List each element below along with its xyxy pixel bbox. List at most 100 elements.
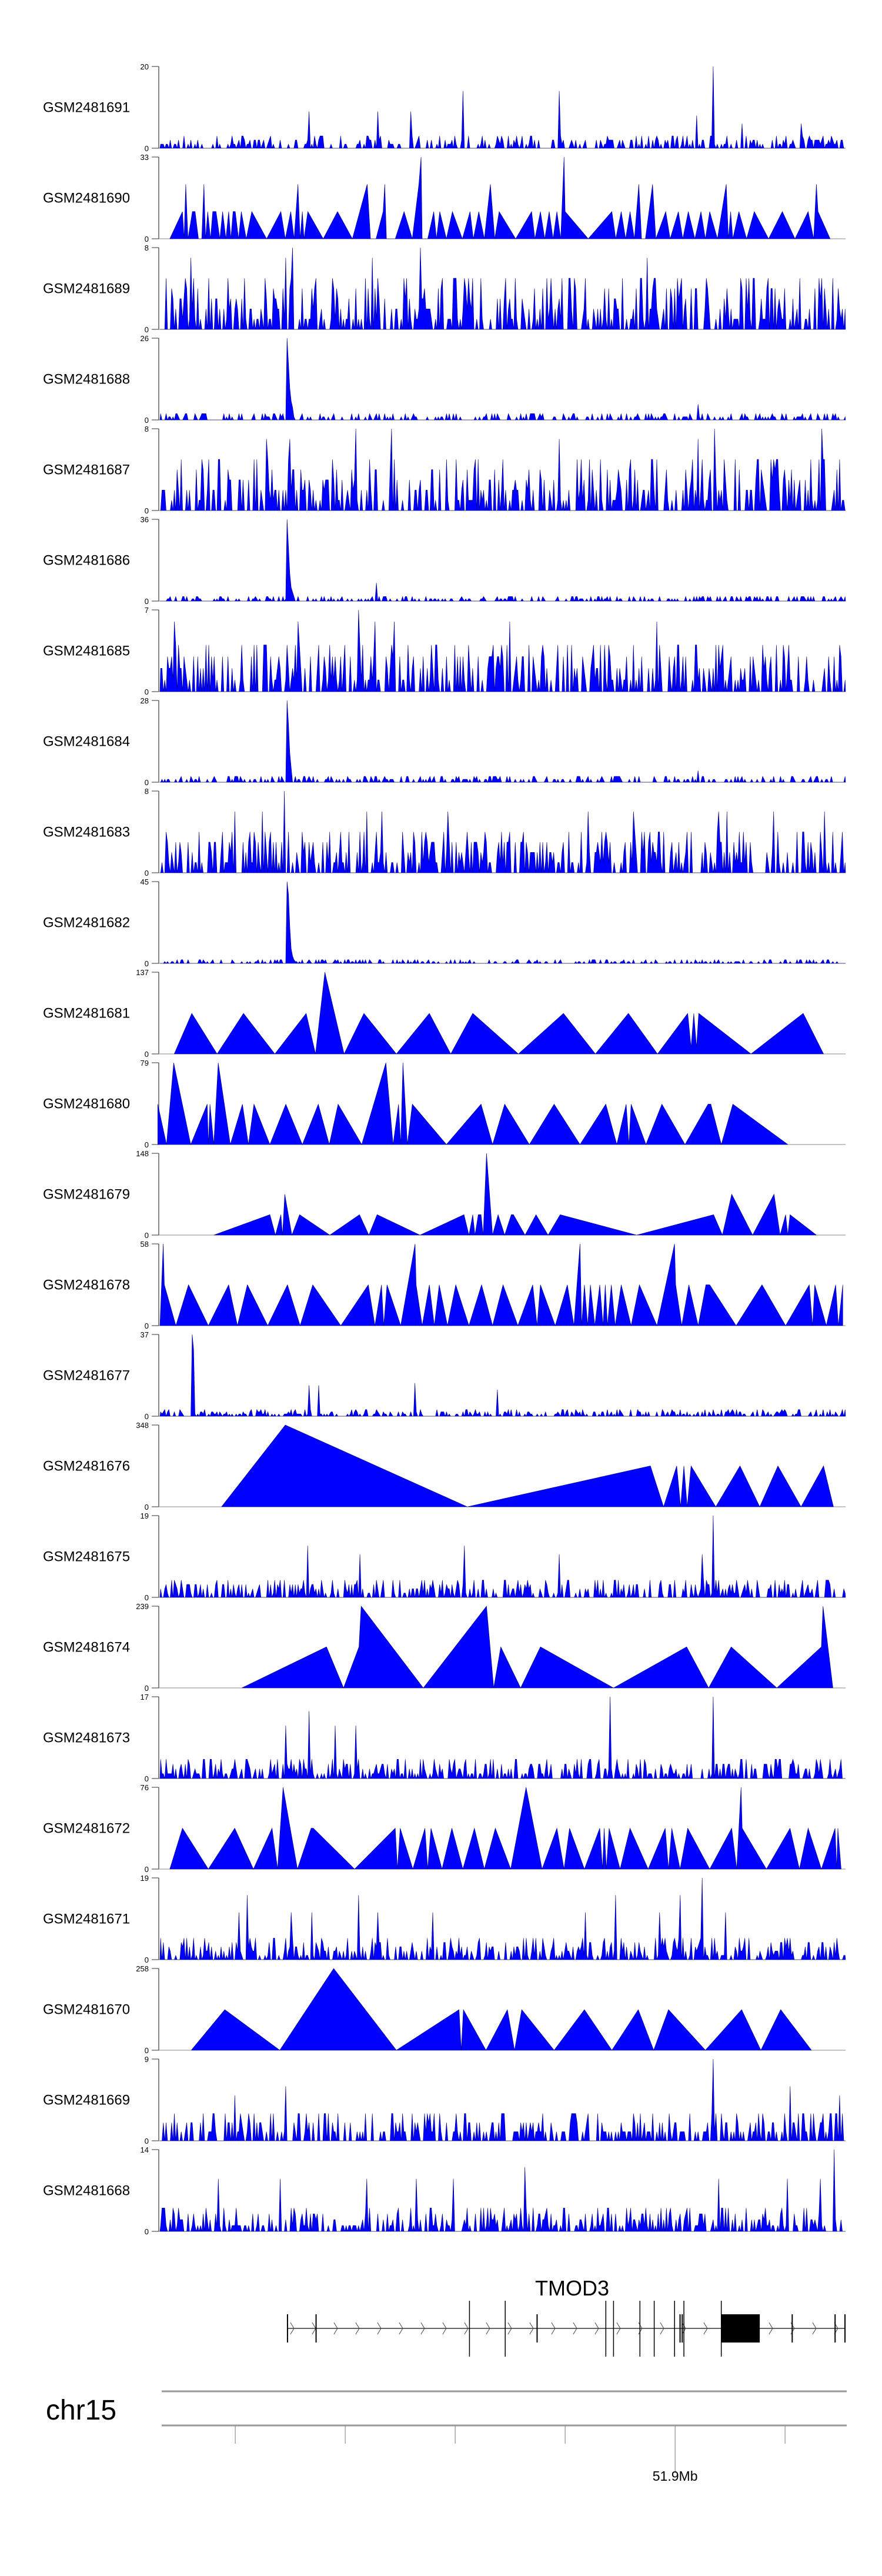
y-axis-zero-label: 0 xyxy=(145,2137,149,2145)
coverage-area xyxy=(169,1787,841,1870)
strand-chevron-icon xyxy=(573,2322,577,2335)
track-label: GSM2481690 xyxy=(43,191,130,206)
y-axis-max-label: 7 xyxy=(145,606,149,615)
y-axis-zero-label: 0 xyxy=(145,2227,149,2236)
track-gsm2481673: GSM2481673 17 0 xyxy=(43,1693,846,1783)
y-axis-zero-label: 0 xyxy=(145,1231,149,1240)
y-axis-max-label: 348 xyxy=(136,1421,149,1430)
y-axis-zero-label: 0 xyxy=(145,597,149,606)
track-label: GSM2481686 xyxy=(43,553,130,569)
y-axis-zero-label: 0 xyxy=(145,778,149,787)
track-label: GSM2481678 xyxy=(43,1277,130,1293)
strand-chevron-icon xyxy=(703,2322,708,2335)
strand-chevron-icon xyxy=(442,2322,447,2335)
track-label: GSM2481676 xyxy=(43,1459,130,1474)
coverage-area xyxy=(159,1243,843,1327)
track-gsm2481679: GSM2481679 148 0 xyxy=(43,1149,846,1240)
y-axis-max-label: 45 xyxy=(141,877,149,886)
y-axis-zero-label: 0 xyxy=(145,1322,149,1330)
y-axis-max-label: 79 xyxy=(141,1059,149,1067)
y-axis-max-label: 37 xyxy=(141,1330,149,1339)
track-label: GSM2481671 xyxy=(43,1911,130,1927)
track-label: GSM2481682 xyxy=(43,915,130,931)
track-gsm2481686: GSM2481686 36 0 xyxy=(43,515,846,606)
y-axis-max-label: 8 xyxy=(145,425,149,433)
y-axis-zero-label: 0 xyxy=(145,1050,149,1059)
strand-chevron-icon xyxy=(616,2322,621,2335)
y-axis-max-label: 28 xyxy=(141,696,149,705)
track-label: GSM2481680 xyxy=(43,1096,130,1112)
genome-axis: chr15 51.9Mb xyxy=(46,2390,847,2484)
track-label: GSM2481672 xyxy=(43,1821,130,1837)
coverage-area xyxy=(159,66,846,149)
track-label: GSM2481687 xyxy=(43,462,130,478)
track-label: GSM2481684 xyxy=(43,734,130,750)
track-label: GSM2481674 xyxy=(43,1640,130,1656)
coverage-area xyxy=(159,609,846,692)
y-axis-zero-label: 0 xyxy=(145,1503,149,1511)
coverage-area xyxy=(242,1606,833,1689)
track-gsm2481674: GSM2481674 239 0 xyxy=(43,1602,846,1693)
exon-block xyxy=(721,2314,760,2343)
track-label: GSM2481688 xyxy=(43,372,130,388)
y-axis-max-label: 58 xyxy=(141,1240,149,1249)
coverage-area xyxy=(160,700,846,783)
y-axis-zero-label: 0 xyxy=(145,1865,149,1874)
y-axis-zero-label: 0 xyxy=(145,144,149,153)
y-axis-max-label: 19 xyxy=(141,1511,149,1520)
y-axis-max-label: 33 xyxy=(141,153,149,162)
track-gsm2481676: GSM2481676 348 0 xyxy=(43,1421,846,1511)
strand-chevron-icon xyxy=(486,2322,490,2335)
track-gsm2481669: GSM2481669 9 0 xyxy=(43,2055,846,2145)
y-axis-zero-label: 0 xyxy=(145,688,149,696)
track-gsm2481687: GSM2481687 8 0 xyxy=(43,425,846,515)
track-gsm2481675: GSM2481675 19 0 xyxy=(43,1511,846,1602)
y-axis-zero-label: 0 xyxy=(145,1140,149,1149)
track-gsm2481672: GSM2481672 76 0 xyxy=(43,1783,846,1874)
y-axis-zero-label: 0 xyxy=(145,1684,149,1693)
y-axis-max-label: 258 xyxy=(136,1964,149,1973)
coverage-area xyxy=(159,2149,846,2232)
coverage-area xyxy=(159,1696,846,1780)
track-label: GSM2481685 xyxy=(43,643,130,659)
strand-chevron-icon xyxy=(420,2322,425,2335)
strand-chevron-icon xyxy=(355,2322,360,2335)
strand-chevron-icon xyxy=(377,2322,382,2335)
track-gsm2481683: GSM2481683 8 0 xyxy=(43,787,846,877)
track-gsm2481684: GSM2481684 28 0 xyxy=(43,696,846,787)
track-gsm2481690: GSM2481690 33 0 xyxy=(43,153,846,243)
y-axis-max-label: 20 xyxy=(141,62,149,71)
y-axis-max-label: 19 xyxy=(141,1874,149,1883)
chromosome-label: chr15 xyxy=(46,2395,116,2426)
track-label: GSM2481673 xyxy=(43,1730,130,1746)
strand-chevron-icon xyxy=(681,2322,686,2335)
track-gsm2481671: GSM2481671 19 0 xyxy=(43,1874,846,1964)
track-label: GSM2481681 xyxy=(43,1006,130,1022)
track-label: GSM2481689 xyxy=(43,281,130,297)
coverage-area xyxy=(159,1877,846,1960)
coverage-area xyxy=(173,972,824,1055)
y-axis-zero-label: 0 xyxy=(145,1774,149,1783)
track-label: GSM2481675 xyxy=(43,1549,130,1565)
y-axis-zero-label: 0 xyxy=(145,506,149,515)
y-axis-zero-label: 0 xyxy=(145,1593,149,1602)
coverage-area xyxy=(221,1424,834,1507)
track-label: GSM2481677 xyxy=(43,1368,130,1384)
track-label: GSM2481668 xyxy=(43,2183,130,2199)
y-axis-zero-label: 0 xyxy=(145,325,149,334)
coverage-area xyxy=(160,247,846,330)
coverage-area xyxy=(160,2058,846,2141)
track-gsm2481678: GSM2481678 58 0 xyxy=(43,1240,846,1330)
strand-chevron-icon xyxy=(464,2322,469,2335)
y-axis-zero-label: 0 xyxy=(145,959,149,968)
coverage-area xyxy=(158,1062,789,1146)
gene-name: TMOD3 xyxy=(535,2276,609,2300)
y-axis-zero-label: 0 xyxy=(145,235,149,243)
y-axis-max-label: 148 xyxy=(136,1149,149,1158)
strand-chevron-icon xyxy=(290,2322,295,2335)
strand-chevron-icon xyxy=(551,2322,556,2335)
y-axis-zero-label: 0 xyxy=(145,1412,149,1421)
y-axis-zero-label: 0 xyxy=(145,416,149,425)
coverage-area xyxy=(160,519,846,602)
strand-chevron-icon xyxy=(507,2322,512,2335)
